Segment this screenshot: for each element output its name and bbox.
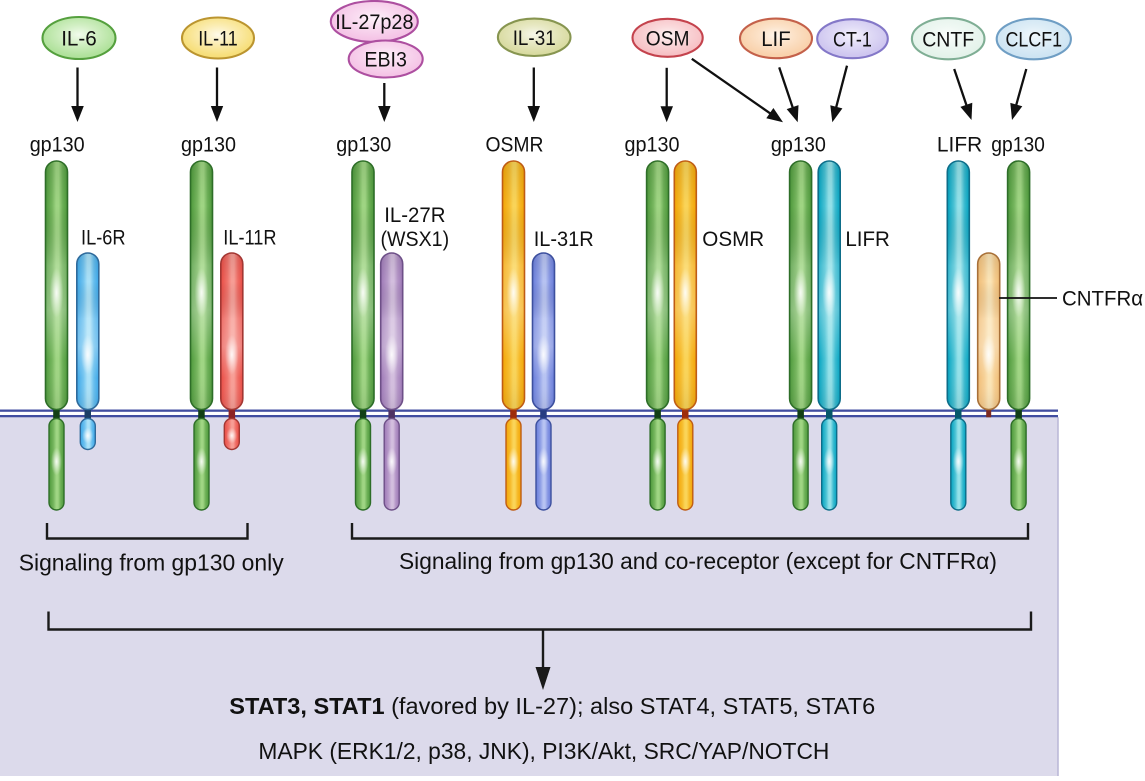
svg-text:CNTFRα: CNTFRα	[1062, 287, 1143, 310]
svg-text:IL-31: IL-31	[513, 27, 556, 50]
svg-text:gp130: gp130	[336, 134, 391, 157]
svg-text:OSMR: OSMR	[702, 228, 764, 251]
svg-text:gp130: gp130	[771, 134, 826, 157]
svg-text:IL-27p28: IL-27p28	[335, 11, 413, 34]
svg-text:IL-27R: IL-27R	[384, 204, 445, 227]
svg-text:MAPK (ERK1/2, p38, JNK), PI3K/: MAPK (ERK1/2, p38, JNK), PI3K/Akt, SRC/Y…	[258, 738, 829, 764]
svg-text:STAT3, STAT1 (favored by IL-27: STAT3, STAT1 (favored by IL-27); also ST…	[229, 693, 875, 719]
svg-text:LIF: LIF	[761, 28, 791, 51]
svg-text:gp130: gp130	[30, 134, 85, 157]
svg-text:OSM: OSM	[646, 27, 690, 50]
svg-text:IL-31R: IL-31R	[534, 228, 594, 251]
svg-text:gp130: gp130	[181, 134, 236, 157]
svg-text:EBI3: EBI3	[364, 49, 407, 72]
svg-text:IL-11: IL-11	[198, 28, 238, 51]
svg-text:CT-1: CT-1	[833, 28, 872, 51]
svg-text:IL-6: IL-6	[61, 28, 97, 51]
svg-text:OSMR: OSMR	[486, 134, 544, 157]
svg-text:gp130: gp130	[991, 134, 1045, 157]
svg-text:Signaling from gp130 and co-re: Signaling from gp130 and co-receptor (ex…	[399, 548, 997, 574]
svg-text:Signaling from gp130 only: Signaling from gp130 only	[19, 550, 284, 576]
svg-text:LIFR: LIFR	[937, 134, 982, 157]
svg-text:(WSX1): (WSX1)	[381, 228, 450, 251]
svg-text:CLCF1: CLCF1	[1006, 29, 1063, 52]
svg-text:gp130: gp130	[625, 134, 680, 157]
svg-text:IL-6R: IL-6R	[81, 226, 126, 249]
svg-text:CNTF: CNTF	[922, 28, 974, 51]
svg-text:LIFR: LIFR	[845, 228, 890, 251]
svg-text:IL-11R: IL-11R	[223, 226, 276, 249]
